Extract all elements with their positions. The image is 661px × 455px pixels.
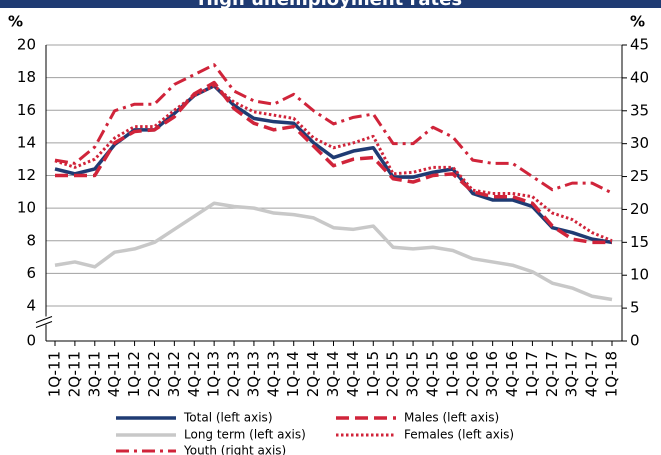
y-tick-label: 10 [17, 199, 36, 217]
axis-break [35, 316, 53, 323]
x-tick-label: 3Q-15 [404, 351, 422, 397]
x-tick-label: 2Q-12 [145, 351, 163, 397]
y-tick-label: 6 [26, 264, 36, 282]
x-tick-label: 1Q-16 [443, 351, 461, 397]
x-tick-label: 2Q-17 [543, 351, 561, 397]
y-tick-label: 18 [17, 68, 36, 86]
y-tick-label: 8 [26, 231, 36, 249]
title-banner [0, 0, 661, 8]
x-tick-label: 3Q-12 [165, 351, 183, 397]
y2-tick-label: 30 [630, 134, 649, 152]
x-tick-label: 4Q-14 [344, 351, 362, 397]
x-tick-label: 4Q-13 [264, 351, 282, 397]
y2-tick-label: 25 [630, 167, 649, 185]
y-tick-label: 14 [17, 133, 36, 151]
x-tick-label: 4Q-11 [105, 351, 123, 397]
x-tick-label: 4Q-15 [423, 351, 441, 397]
y2-tick-label: 20 [630, 200, 649, 218]
x-tick-label: 1Q-17 [523, 351, 541, 397]
y-label: % [8, 13, 23, 31]
y2-tick-label: 35 [630, 101, 649, 119]
x-tick-label: 4Q-12 [185, 351, 203, 397]
axis-break-gap [34, 316, 54, 325]
y-tick-label: 20 [17, 36, 36, 54]
y2-tick-label: 45 [630, 36, 649, 54]
legend-label: Males (left axis) [404, 411, 499, 425]
x-tick-label: 4Q-16 [503, 351, 521, 397]
legend-label: Long term (left axis) [184, 428, 306, 442]
x-tick-label: 1Q-11 [46, 351, 64, 397]
x-tick-label: 2Q-15 [384, 351, 402, 397]
chart-title: High unemployment rates [198, 0, 462, 10]
legend-label: Youth (right axis) [183, 444, 286, 455]
y2-tick-label: 10 [630, 266, 649, 284]
series-line [55, 80, 612, 245]
series-line [54, 63, 613, 195]
y2-tick-label: 0 [630, 332, 640, 350]
x-tick-label: 4Q-17 [583, 351, 601, 397]
legend-label: Total (left axis) [183, 411, 273, 425]
x-tick-label: 3Q-13 [244, 351, 262, 397]
x-tick-label: 1Q-12 [125, 351, 143, 397]
legend-label: Females (left axis) [404, 428, 514, 442]
series-line [54, 84, 613, 243]
x-tick-label: 1Q-14 [284, 351, 302, 397]
y2-label: % [630, 13, 645, 31]
y2-tick-label: 40 [630, 68, 649, 86]
y-tick-label: 0 [26, 332, 36, 350]
x-tick-label: 3Q-16 [483, 351, 501, 397]
y-tick-label: 12 [17, 166, 36, 184]
y2-tick-label: 15 [630, 233, 649, 251]
x-tick-label: 3Q-11 [85, 351, 103, 397]
x-tick-label: 1Q-15 [364, 351, 382, 397]
x-tick-label: 2Q-16 [463, 351, 481, 397]
x-tick-label: 3Q-17 [563, 351, 581, 397]
x-tick-label: 1Q-18 [603, 351, 621, 397]
x-tick-label: 3Q-14 [324, 351, 342, 397]
axis-break [35, 321, 53, 328]
x-tick-label: 2Q-11 [65, 351, 83, 397]
x-tick-label: 2Q-14 [304, 351, 322, 397]
x-tick-label: 1Q-13 [205, 351, 223, 397]
y-tick-label: 16 [17, 101, 36, 119]
y2-tick-label: 5 [630, 299, 640, 317]
series-line [54, 201, 613, 302]
x-tick-label: 2Q-13 [225, 351, 243, 397]
y-tick-label: 4 [26, 297, 36, 315]
